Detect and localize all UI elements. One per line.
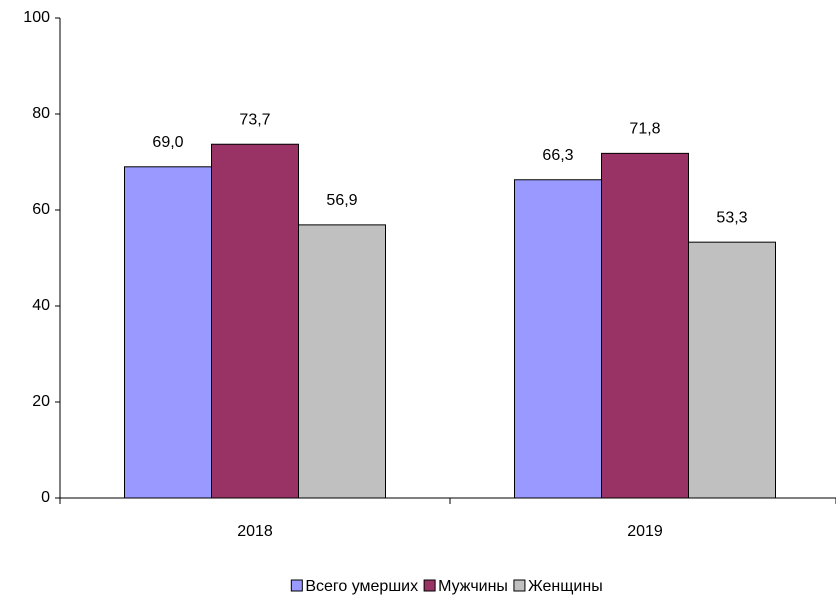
bar xyxy=(688,241,776,499)
bar xyxy=(601,152,689,499)
legend-label: Женщины xyxy=(528,578,603,595)
y-tick-label: 80 xyxy=(32,105,50,122)
y-tick-label: 40 xyxy=(32,297,50,314)
bar xyxy=(298,224,386,499)
value-label: 69,0 xyxy=(152,134,183,151)
legend-label: Всего умерших xyxy=(305,578,418,595)
value-label: 53,3 xyxy=(716,209,747,226)
legend-label: Мужчины xyxy=(438,578,508,595)
y-tick-label: 60 xyxy=(32,201,50,218)
value-label: 66,3 xyxy=(542,147,573,164)
bar xyxy=(211,143,299,499)
bar xyxy=(124,166,212,499)
value-label: 71,8 xyxy=(629,121,660,138)
y-tick-label: 20 xyxy=(32,393,50,410)
bar xyxy=(514,179,602,499)
x-tick-label: 2019 xyxy=(627,523,663,540)
y-tick-label: 100 xyxy=(23,9,50,26)
value-label: 73,7 xyxy=(239,111,270,128)
legend-swatch xyxy=(513,579,526,592)
y-tick-label: 0 xyxy=(41,489,50,506)
legend-swatch xyxy=(290,579,303,592)
x-tick-label: 2018 xyxy=(237,523,273,540)
legend-swatch xyxy=(423,579,436,592)
value-label: 56,9 xyxy=(326,192,357,209)
